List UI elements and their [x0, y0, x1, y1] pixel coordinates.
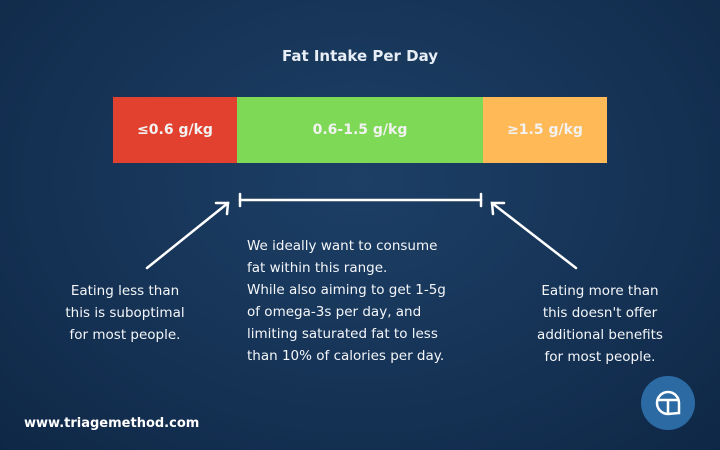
- note-line: for most people.: [544, 349, 656, 365]
- segment-optimal: 0.6-1.5 g/kg: [237, 97, 483, 163]
- left-note: Eating less than this is suboptimal for …: [40, 280, 210, 346]
- infographic-title: Fat Intake Per Day: [281, 47, 439, 65]
- note-line: fat within this range.: [247, 260, 388, 276]
- note-line: While also aiming to get 1-5g: [247, 282, 446, 298]
- note-line: We ideally want to consume: [247, 238, 438, 254]
- note-line: than 10% of calories per day.: [247, 348, 445, 364]
- left-arrow-icon: [145, 201, 230, 270]
- segment-high: ≥1.5 g/kg: [483, 97, 607, 163]
- note-line: additional benefits: [537, 327, 663, 343]
- website-url: www.triagemethod.com: [24, 416, 200, 431]
- note-line: of omega-3s per day, and: [247, 304, 422, 320]
- triage-logo-icon: [641, 376, 695, 430]
- right-arrow-icon: [490, 201, 578, 270]
- note-line: this is suboptimal: [65, 305, 185, 321]
- segment-low: ≤0.6 g/kg: [113, 97, 237, 163]
- note-line: Eating less than: [70, 283, 180, 299]
- note-line: for most people.: [69, 327, 181, 343]
- note-line: Eating more than: [541, 283, 659, 299]
- note-line: this doesn't offer: [542, 305, 658, 321]
- middle-note: We ideally want to consume fat within th…: [247, 235, 487, 367]
- right-note: Eating more than this doesn't offer addi…: [510, 280, 690, 368]
- note-line: limiting saturated fat to less: [247, 326, 438, 342]
